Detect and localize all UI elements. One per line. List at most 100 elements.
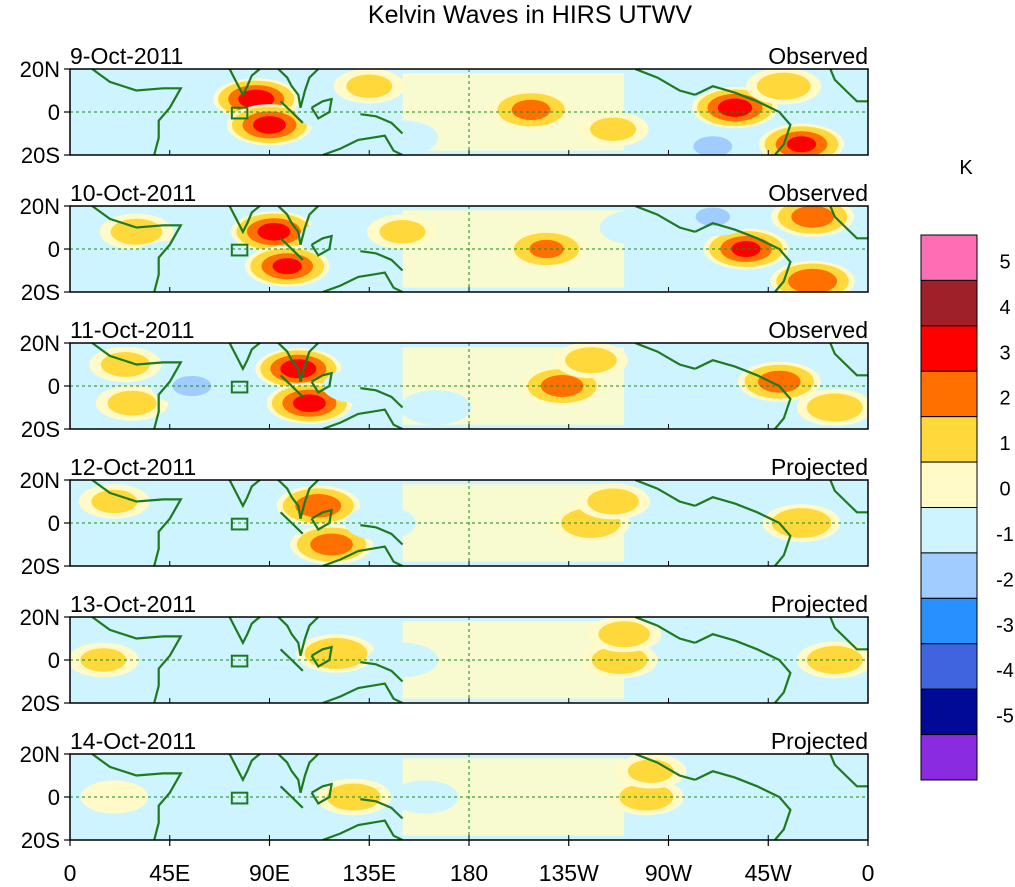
anomaly-contour bbox=[786, 136, 817, 153]
panel-label: Projected bbox=[771, 728, 868, 754]
panels: 9-Oct-2011 Observed 20N 0 20S 10-Oct-2011 Obse… bbox=[20, 43, 869, 853]
colorbar-box bbox=[920, 734, 978, 781]
coastline bbox=[91, 206, 183, 292]
coastlines bbox=[91, 206, 868, 292]
x-axis: 0 45E 90E 135E 180 135W 90W 45W 0 bbox=[64, 150, 874, 886]
coastline bbox=[360, 798, 404, 820]
coastline bbox=[226, 617, 262, 646]
coastline bbox=[310, 508, 333, 531]
colorbar-label: -5 bbox=[996, 706, 1014, 728]
coastline bbox=[694, 85, 792, 155]
anomaly-contour bbox=[206, 645, 267, 675]
coastline bbox=[279, 237, 304, 261]
colorbar-unit: K bbox=[959, 157, 973, 179]
coastline bbox=[694, 633, 792, 703]
panel-5: 14-Oct-2011 Projected 20N 0 20S bbox=[20, 728, 869, 853]
coastline bbox=[226, 343, 262, 372]
x-tick-label: 180 bbox=[450, 860, 488, 886]
anomaly-contour bbox=[176, 507, 239, 539]
colorbar-box bbox=[920, 416, 978, 463]
anomaly-contour bbox=[107, 390, 157, 416]
coastline bbox=[279, 100, 304, 124]
coastline bbox=[360, 387, 404, 409]
coastline bbox=[360, 250, 404, 272]
anomaly-contour bbox=[310, 225, 362, 252]
panel-date: 13-Oct-2011 bbox=[70, 591, 196, 617]
anomaly-contour bbox=[379, 126, 426, 150]
panel-2: 11-Oct-2011 Observed 20N 0 20S bbox=[20, 317, 869, 442]
panel-4: 13-Oct-2011 Projected 20N 0 20S bbox=[20, 591, 869, 716]
anomaly-contour bbox=[346, 74, 393, 98]
x-tick-label: 45W bbox=[745, 860, 793, 886]
coastline bbox=[829, 480, 868, 514]
anomaly-contour bbox=[304, 638, 368, 670]
panel-date: 12-Oct-2011 bbox=[70, 454, 196, 480]
x-tick-label: 90E bbox=[249, 860, 290, 886]
anomaly-contour bbox=[758, 370, 801, 393]
coastline bbox=[276, 343, 320, 382]
colorbar: K 5 4 3 2 1 0 -1 -2 -3 -4 -5 bbox=[920, 157, 1014, 781]
panel-label: Projected bbox=[771, 454, 868, 480]
colorbar-label: 2 bbox=[999, 388, 1010, 410]
coastline bbox=[694, 496, 792, 566]
colorbar-box bbox=[920, 370, 978, 418]
anomaly-contour bbox=[292, 394, 326, 412]
anomaly-contour bbox=[695, 207, 731, 226]
panel-date: 11-Oct-2011 bbox=[70, 317, 194, 343]
anomaly-contour bbox=[511, 99, 551, 120]
coastline bbox=[322, 408, 403, 429]
coastlines bbox=[91, 617, 868, 703]
coastline bbox=[91, 69, 183, 155]
y-tick-label: 0 bbox=[48, 648, 60, 673]
anomaly-contour bbox=[717, 98, 753, 117]
colorbar-label: -2 bbox=[996, 569, 1014, 591]
coastline bbox=[360, 524, 404, 546]
coastline bbox=[634, 480, 696, 507]
anomaly-contour bbox=[310, 533, 353, 556]
y-tick-label: 20S bbox=[21, 143, 60, 168]
anomaly-contour bbox=[788, 268, 838, 292]
panel-label: Observed bbox=[768, 43, 868, 69]
coastlines bbox=[91, 343, 868, 429]
anomaly-contour bbox=[806, 393, 863, 422]
colorbar-box bbox=[920, 597, 978, 645]
anomaly-contour bbox=[139, 244, 200, 275]
coastline bbox=[279, 648, 304, 672]
coastline bbox=[276, 69, 320, 108]
anomaly-contour bbox=[712, 648, 758, 672]
y-tick-label: 20S bbox=[21, 280, 60, 305]
y-tick-label: 20S bbox=[21, 417, 60, 442]
colorbar-label: -3 bbox=[996, 615, 1014, 637]
anomaly-contour bbox=[272, 258, 302, 275]
coastlines bbox=[91, 480, 868, 566]
colorbar-label: -1 bbox=[996, 524, 1014, 546]
colorbar-box bbox=[920, 552, 978, 599]
colorbar-box bbox=[920, 461, 978, 509]
coastline bbox=[634, 617, 696, 644]
panel-0: 9-Oct-2011 Observed 20N 0 20S bbox=[20, 43, 869, 168]
anomaly-contour bbox=[100, 352, 150, 377]
coastline bbox=[226, 754, 262, 783]
coastline bbox=[276, 617, 320, 656]
panel-label: Projected bbox=[771, 591, 868, 617]
anomaly-contour bbox=[253, 116, 286, 134]
coastline bbox=[276, 480, 320, 519]
anomaly-contour bbox=[257, 223, 291, 241]
coastlines bbox=[91, 754, 868, 840]
region-box bbox=[230, 517, 249, 531]
coastline bbox=[694, 770, 792, 840]
coastline bbox=[91, 343, 183, 429]
x-tick-label: 90W bbox=[645, 860, 693, 886]
panel-date: 10-Oct-2011 bbox=[70, 180, 196, 206]
anomaly-contour bbox=[587, 488, 639, 515]
y-tick-label: 0 bbox=[48, 237, 60, 262]
coastline bbox=[226, 480, 262, 509]
anomaly-contour bbox=[627, 759, 674, 783]
coastline bbox=[829, 343, 868, 377]
y-tick-label: 0 bbox=[48, 511, 60, 536]
coastline bbox=[279, 511, 304, 535]
x-tick-label: 0 bbox=[64, 860, 77, 886]
anomaly-contour bbox=[238, 89, 275, 109]
coastline bbox=[829, 69, 868, 103]
panel-date: 9-Oct-2011 bbox=[70, 43, 183, 69]
